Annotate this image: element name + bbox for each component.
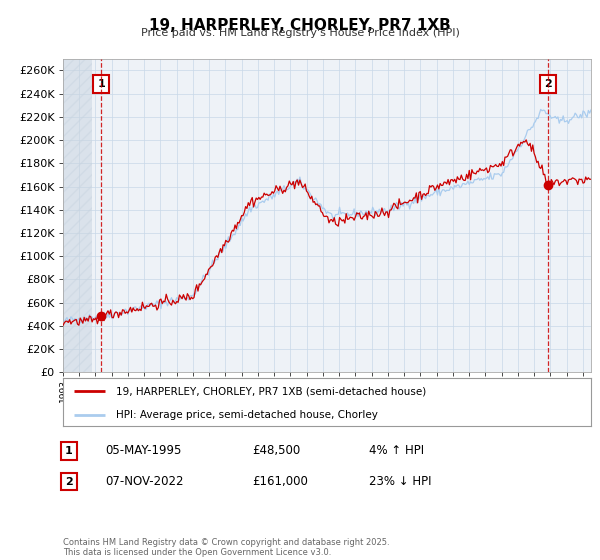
Text: Price paid vs. HM Land Registry's House Price Index (HPI): Price paid vs. HM Land Registry's House …: [140, 28, 460, 38]
Text: Contains HM Land Registry data © Crown copyright and database right 2025.
This d: Contains HM Land Registry data © Crown c…: [63, 538, 389, 557]
Text: 19, HARPERLEY, CHORLEY, PR7 1XB: 19, HARPERLEY, CHORLEY, PR7 1XB: [149, 18, 451, 33]
Text: HPI: Average price, semi-detached house, Chorley: HPI: Average price, semi-detached house,…: [116, 410, 377, 420]
Text: 1: 1: [65, 446, 73, 456]
Text: 4% ↑ HPI: 4% ↑ HPI: [369, 444, 424, 458]
Text: 19, HARPERLEY, CHORLEY, PR7 1XB (semi-detached house): 19, HARPERLEY, CHORLEY, PR7 1XB (semi-de…: [116, 386, 426, 396]
Text: 07-NOV-2022: 07-NOV-2022: [105, 475, 184, 488]
Text: 2: 2: [65, 477, 73, 487]
Text: £161,000: £161,000: [252, 475, 308, 488]
Text: 1: 1: [97, 80, 105, 90]
Text: £48,500: £48,500: [252, 444, 300, 458]
Text: 23% ↓ HPI: 23% ↓ HPI: [369, 475, 431, 488]
Text: 05-MAY-1995: 05-MAY-1995: [105, 444, 181, 458]
Text: 2: 2: [544, 80, 552, 90]
